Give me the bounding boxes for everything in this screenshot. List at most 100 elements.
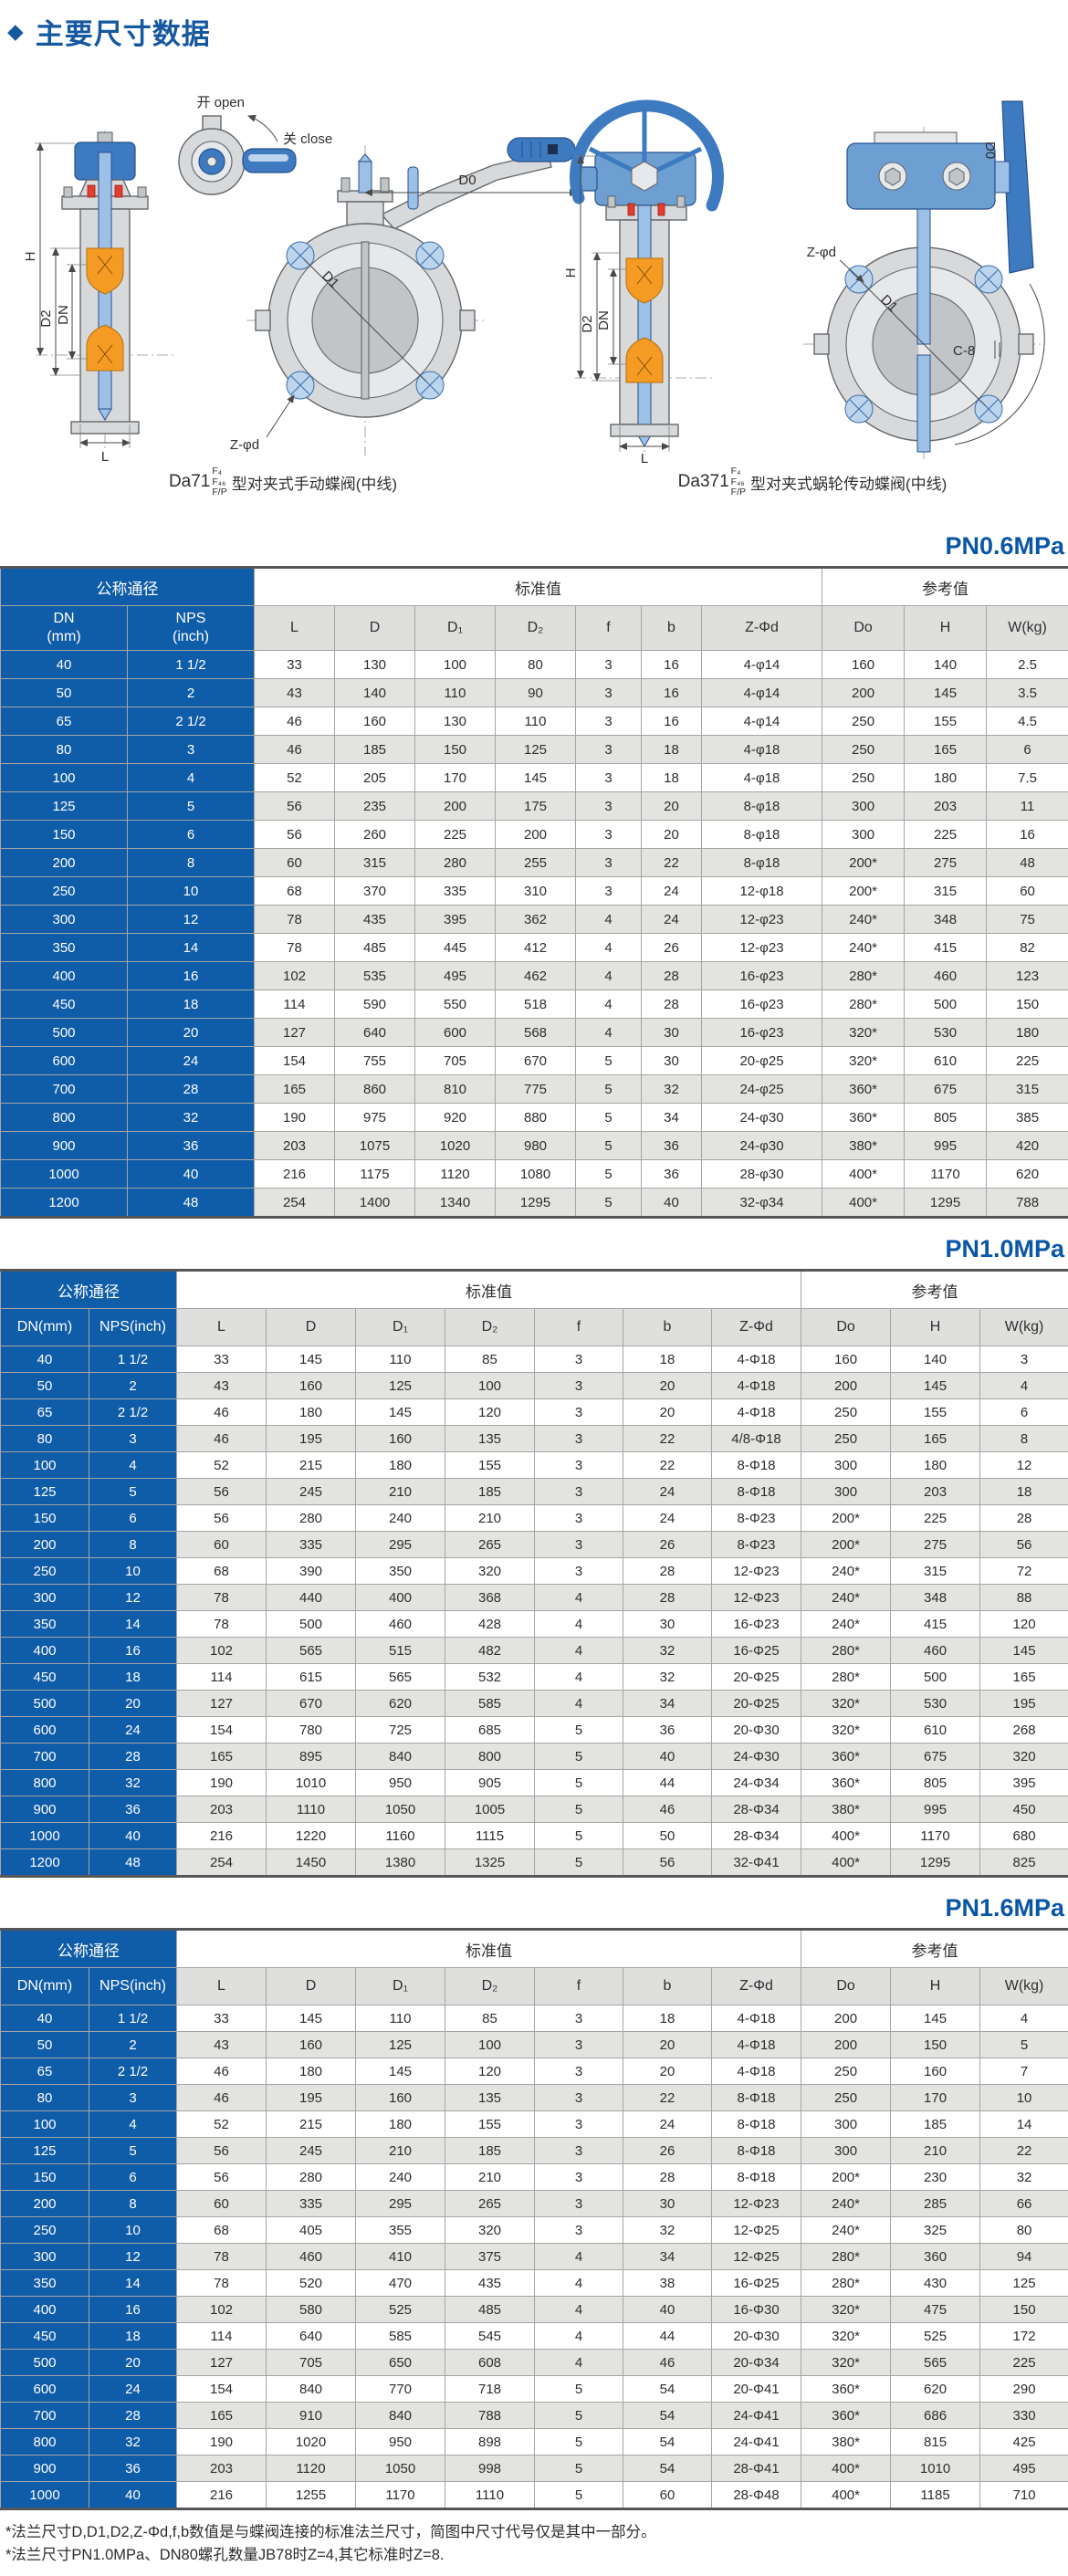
value-cell: 240* <box>801 1585 891 1611</box>
size-cell: 350 <box>1 1611 89 1638</box>
value-cell: 54 <box>623 2376 712 2403</box>
value-cell: 225 <box>980 2350 1068 2376</box>
value-cell: 172 <box>980 2323 1068 2350</box>
value-cell: 3 <box>535 1532 623 1558</box>
column-header: W(kg) <box>980 1309 1068 1346</box>
value-cell: 155 <box>905 707 987 736</box>
column-header: b <box>623 1968 712 2005</box>
value-cell: 280* <box>801 2270 891 2297</box>
value-cell: 315 <box>891 1558 980 1585</box>
size-cell: 900 <box>1 2456 89 2482</box>
value-cell: 255 <box>496 849 576 877</box>
value-cell: 245 <box>267 2138 356 2164</box>
value-cell: 20 <box>623 2032 712 2058</box>
value-cell: 33 <box>177 1346 267 1373</box>
value-cell: 8-Φ18 <box>712 1452 801 1479</box>
size-cell: 32 <box>89 2429 177 2456</box>
value-cell: 110 <box>356 1346 445 1373</box>
value-cell: 68 <box>255 877 335 906</box>
value-cell: 16-Φ25 <box>712 1638 801 1664</box>
value-cell: 5 <box>576 1075 642 1104</box>
dim-label-l: L <box>641 451 648 465</box>
value-cell: 190 <box>177 2429 267 2456</box>
size-cell: 36 <box>89 1796 177 1823</box>
value-cell: 1295 <box>891 1849 980 1877</box>
value-cell: 1255 <box>267 2482 356 2509</box>
value-cell: 568 <box>496 1019 576 1047</box>
column-header: Z-Φd <box>702 606 822 651</box>
value-cell: 22 <box>642 849 702 877</box>
value-cell: 85 <box>445 2005 535 2032</box>
size-cell: 16 <box>89 1638 177 1664</box>
column-header: DN (mm) <box>1 606 128 651</box>
column-header: f <box>535 1309 623 1346</box>
value-cell: 950 <box>356 2429 445 2456</box>
value-cell: 620 <box>891 2376 980 2403</box>
value-cell: 28 <box>642 990 702 1019</box>
value-cell: 12-Φ23 <box>712 2191 801 2217</box>
value-cell: 154 <box>255 1047 335 1075</box>
value-cell: 320* <box>801 2297 891 2323</box>
value-cell: 4 <box>535 1585 623 1611</box>
value-cell: 360* <box>801 1744 891 1770</box>
value-cell: 4.5 <box>987 707 1068 736</box>
column-header: DN(mm) <box>1 1309 89 1346</box>
value-cell: 445 <box>415 934 496 962</box>
value-cell: 275 <box>891 1532 980 1558</box>
value-cell: 5 <box>535 1823 623 1849</box>
value-cell: 3 <box>535 2138 623 2164</box>
value-cell: 412 <box>496 934 576 962</box>
value-cell: 12-Φ25 <box>712 2217 801 2244</box>
value-cell: 145 <box>267 1346 356 1373</box>
value-cell: 5 <box>535 1796 623 1823</box>
value-cell: 203 <box>255 1132 335 1160</box>
value-cell: 4/8-Φ18 <box>712 1426 801 1452</box>
value-cell: 20-Φ30 <box>712 1717 801 1744</box>
value-cell: 4 <box>535 2323 623 2350</box>
value-cell: 710 <box>980 2482 1068 2509</box>
value-cell: 11 <box>987 792 1068 821</box>
value-cell: 3 <box>535 2164 623 2191</box>
value-cell: 120 <box>980 1611 1068 1638</box>
value-cell: 805 <box>905 1104 987 1132</box>
value-cell: 280 <box>267 2164 356 2191</box>
caption-text: 型对夹式手动蝶阀(中线) <box>232 471 397 494</box>
value-cell: 4 <box>535 1638 623 1664</box>
size-cell: 80 <box>1 2085 89 2111</box>
column-header: W(kg) <box>987 606 1068 651</box>
value-cell: 56 <box>177 1479 267 1505</box>
value-cell: 225 <box>987 1047 1068 1075</box>
size-cell: 300 <box>1 1585 89 1611</box>
value-cell: 145 <box>496 764 576 792</box>
column-header: f <box>576 606 642 651</box>
valve-drawings-svg: H D2 DN L <box>0 54 1068 465</box>
size-cell: 3 <box>128 736 255 764</box>
value-cell: 44 <box>623 1770 712 1796</box>
value-cell: 28 <box>623 1585 712 1611</box>
value-cell: 180 <box>891 1452 980 1479</box>
value-cell: 14 <box>980 2111 1068 2138</box>
open-direction-label: 开 open <box>196 95 245 110</box>
value-cell: 60 <box>177 2191 267 2217</box>
size-cell: 4 <box>128 764 255 792</box>
value-cell: 18 <box>642 764 702 792</box>
value-cell: 94 <box>980 2244 1068 2270</box>
value-cell: 40 <box>623 1744 712 1770</box>
value-cell: 215 <box>267 2111 356 2138</box>
value-cell: 140 <box>891 1346 980 1373</box>
value-cell: 585 <box>356 2323 445 2350</box>
size-cell: 600 <box>1 1717 89 1744</box>
value-cell: 280* <box>801 2244 891 2270</box>
value-cell: 145 <box>905 679 987 707</box>
value-cell: 590 <box>335 990 415 1019</box>
value-cell: 12-φ23 <box>702 934 822 962</box>
value-cell: 400* <box>801 1823 891 1849</box>
value-cell: 32 <box>642 1075 702 1104</box>
value-cell: 82 <box>987 934 1068 962</box>
